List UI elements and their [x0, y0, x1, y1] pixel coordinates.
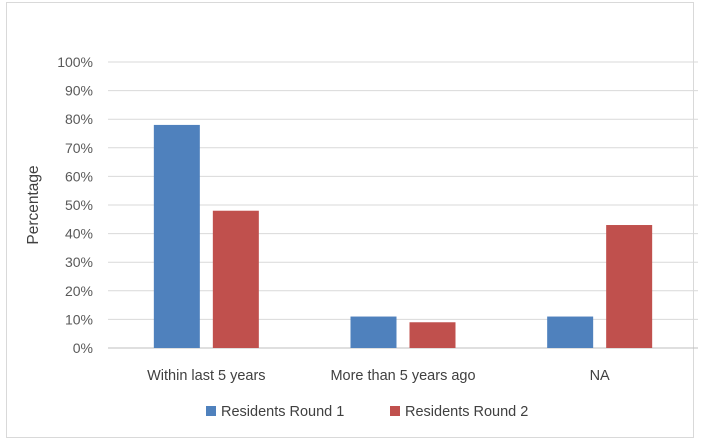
y-tick-label: 100% [57, 54, 93, 70]
y-tick-label: 10% [65, 311, 93, 327]
x-category-label: More than 5 years ago [330, 368, 475, 384]
bar-2-1 [212, 210, 259, 348]
chart-frame [6, 2, 694, 438]
x-axis-categories: Within last 5 years More than 5 years ago… [147, 368, 610, 384]
bar-1-3 [547, 316, 594, 348]
y-tick-label: 40% [65, 226, 93, 242]
bar-1-1 [153, 124, 200, 348]
y-tick-label: 0% [73, 340, 93, 356]
legend-label: Residents Round 2 [405, 404, 528, 420]
bars [153, 124, 653, 348]
bar-2-3 [606, 225, 653, 348]
legend: Residents Round 1 Residents Round 2 [206, 404, 528, 420]
x-category-label: Within last 5 years [147, 368, 265, 384]
y-tick-label: 80% [65, 111, 93, 127]
bar-2-2 [409, 322, 456, 348]
legend-swatch [390, 406, 400, 416]
y-tick-label: 50% [65, 197, 93, 213]
y-axis-ticks: 0% 10% 20% 30% 40% 50% 60% 70% 80% 90% 100% [57, 54, 93, 356]
bar-1-2 [350, 316, 397, 348]
y-tick-label: 30% [65, 254, 93, 270]
y-tick-label: 20% [65, 283, 93, 299]
legend-swatch [206, 406, 216, 416]
y-axis-title: Percentage [25, 165, 42, 244]
legend-label: Residents Round 1 [221, 404, 344, 420]
gridlines [108, 61, 698, 349]
y-tick-label: 90% [65, 83, 93, 99]
x-category-label: NA [590, 368, 610, 384]
y-tick-label: 70% [65, 140, 93, 156]
y-tick-label: 60% [65, 168, 93, 184]
